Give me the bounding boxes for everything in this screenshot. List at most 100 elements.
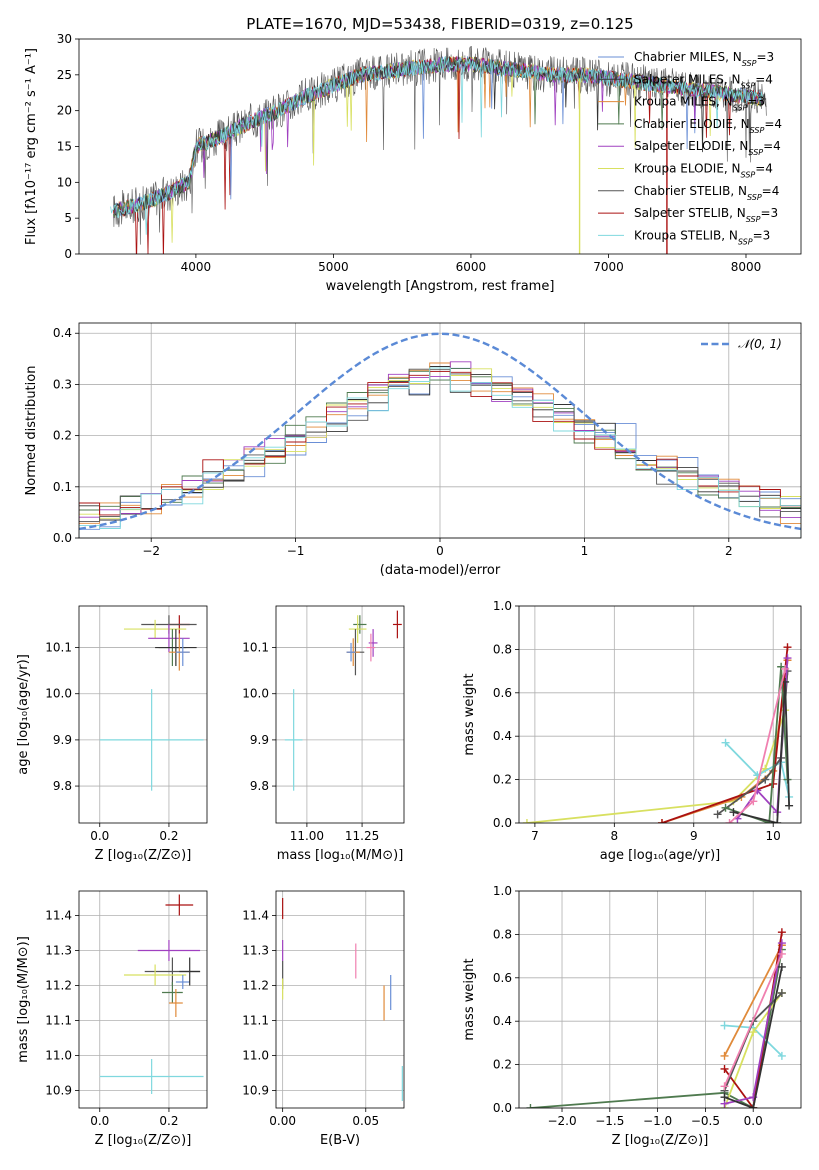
weight_vs_z-marker — [749, 1028, 758, 1037]
weight_vs_z-marker — [777, 949, 786, 958]
mass_vs_ebv-ytick-label: 11.3 — [242, 944, 269, 958]
age_vs_mass-frame — [275, 605, 405, 824]
spectrum-ytick-label: 0 — [64, 247, 72, 261]
weight_vs_z-marker — [777, 962, 786, 971]
residuals-ytick-label: 0.1 — [53, 480, 72, 494]
spectrum-plot-area — [110, 45, 767, 254]
weight_vs_age-ytick-label: 0.8 — [493, 642, 512, 656]
mass_vs_z-xtick-label: 0.2 — [159, 1114, 178, 1128]
age_vs_mass-ytick-label: 10.0 — [242, 687, 269, 701]
mass_vs_z-ylabel: mass [log₁₀(M/M⊙)] — [16, 936, 31, 1063]
weight_vs_z-ytick-label: 0.0 — [493, 1101, 512, 1115]
weight_vs_z-ytick-label: 0.2 — [493, 1058, 512, 1072]
weight_vs_z-marker — [720, 1082, 729, 1091]
mass_vs_ebv-xtick-label: 0.05 — [352, 1114, 379, 1128]
weight_vs_z-marker — [777, 988, 786, 997]
weight_vs_z-ytick-label: 0.4 — [493, 1014, 512, 1028]
mass_vs_ebv-ytick-label: 11.2 — [242, 979, 269, 993]
residuals-xlabel: (data-model)/error — [380, 563, 501, 578]
mass_vs_z-point-chabrier_miles — [175, 975, 190, 989]
legend-entry: Chabrier STELIB, NSSP=4 — [634, 184, 779, 202]
mass_vs_z-point-salpeter_stelib — [165, 894, 194, 916]
residuals-ytick-label: 0.4 — [53, 326, 72, 340]
weight_vs_age-marker — [783, 643, 792, 652]
spectrum-xtick-label: 4000 — [181, 260, 212, 274]
weight_vs_z-line-kroupa_miles — [723, 944, 783, 1057]
mass_vs_ebv-plot-area — [282, 898, 403, 1101]
mass_vs_z-point-kroupa_miles — [168, 989, 183, 1017]
age_vs_mass-xlabel: mass [log₁₀(M/M⊙)] — [277, 848, 404, 863]
weight_vs_age-ylabel: mass weight — [462, 673, 477, 755]
residuals-ytick-label: 0.0 — [53, 531, 72, 545]
mass_vs_z-xtick-label: 0.0 — [90, 1114, 109, 1128]
weight_vs_age-marker — [522, 819, 531, 823]
weight_vs_age-ytick-label: 0.6 — [493, 686, 512, 700]
gaussian-curve — [79, 332, 801, 531]
age_vs_z-point-kroupa_stelib — [99, 689, 204, 791]
residuals-xtick-label: −2 — [142, 544, 160, 558]
legend-entry: Chabrier ELODIE, NSSP=4 — [634, 117, 782, 134]
age_vs_z-ytick-label: 10.1 — [45, 641, 72, 655]
age_vs_mass-point-salpeter_elodie — [368, 629, 378, 657]
age_vs_z-ylabel: age [log₁₀(age/yr)] — [16, 654, 31, 775]
weight_vs_z-marker — [526, 1104, 535, 1108]
age_vs_z-point-salpeter_miles — [155, 629, 197, 667]
mass_vs_z-axes: 0.0 0.2 10.9 11.0 11.1 11.2 11.3 11.4 Z [log₁₀(Z… — [16, 890, 208, 1148]
weight_vs_age-xtick-label: 10 — [766, 829, 781, 843]
weight_vs_age-line-salpeter_miles — [733, 681, 790, 823]
age_vs_z-xtick-label: 0.0 — [90, 829, 109, 843]
mass_vs_z-point-kroupa_elodie — [123, 964, 187, 986]
residuals-xtick-label: 0 — [436, 544, 444, 558]
age_vs_mass-ytick-label: 9.8 — [250, 779, 269, 793]
age_vs_mass-ytick-label: 9.9 — [250, 733, 269, 747]
age_vs_z-ytick-label: 9.8 — [53, 779, 72, 793]
mass_vs_z-ytick-label: 11.0 — [45, 1049, 72, 1063]
weight_vs_age-marker — [783, 654, 792, 663]
weight_vs_z-xtick-label: −1.5 — [595, 1114, 624, 1128]
mass_vs_z-ytick-label: 11.1 — [45, 1014, 72, 1028]
legend-entry: Salpeter MILES, NSSP=4 — [634, 72, 773, 90]
weight_vs_age-marker — [725, 819, 734, 823]
weight_vs_z-xlabel: Z [log₁₀(Z/Z⊙)] — [612, 1133, 709, 1148]
mass_vs_z-frame — [78, 890, 208, 1109]
weight_vs_z-marker — [777, 939, 786, 948]
age_vs_mass-point-chabrier_elodie — [353, 615, 367, 634]
weight_vs_age-ytick-label: 0.0 — [493, 816, 512, 830]
spectrum-ytick-label: 20 — [57, 104, 72, 118]
age_vs_z-xlabel: Z [log₁₀(Z/Z⊙)] — [95, 848, 192, 863]
age_vs_mass-point-chabrier_miles — [346, 642, 356, 662]
spectrum-title: PLATE=1670, MJD=53438, FIBERID=0319, z=0… — [246, 15, 633, 33]
spectrum-ytick-label: 15 — [57, 140, 72, 154]
mass_vs_z-xlabel: Z [log₁₀(Z/Z⊙)] — [95, 1133, 192, 1148]
weight_vs_z-ytick-label: 0.6 — [493, 971, 512, 985]
weight_vs_z-marker — [720, 1093, 729, 1102]
weight_vs_z-line-pink — [723, 953, 783, 1087]
mass_vs_z-ytick-label: 11.2 — [45, 979, 72, 993]
spectrum-line-kroupa_stelib — [110, 56, 763, 235]
weight_vs_age-ytick-label: 1.0 — [493, 599, 512, 613]
weight_vs_age-axes: 7 8 9 10 0.0 0.2 0.4 0.6 0.8 1.0 age [log₁₀(age/yr… — [462, 599, 802, 863]
weight_vs_age-marker — [729, 808, 738, 817]
residual-histogram-salpeter_miles — [79, 366, 801, 538]
residual-histogram-chabrier_elodie — [79, 368, 801, 538]
age_vs_mass-point-kroupa_stelib — [284, 689, 303, 791]
weight_vs_z-ytick-label: 1.0 — [493, 884, 512, 898]
weight_vs_age-marker — [773, 819, 782, 823]
weight_vs_z-axes: −2.0 −1.5 −1.0 −0.5 0.0 0.0 0.2 0.4 0.6 0.8 1.0 Z [… — [462, 884, 802, 1148]
mass_vs_z-point-salpeter_elodie — [137, 940, 201, 961]
weight_vs_z-ylabel: mass weight — [462, 958, 477, 1040]
residuals-frame — [78, 322, 802, 539]
residuals-plot-area — [79, 332, 801, 538]
weight_vs_z-xtick-label: −1.0 — [643, 1114, 672, 1128]
age_vs_mass-axes: 11.00 11.25 9.8 9.9 10.0 10.1 mass [log₁₀(M/M⊙… — [242, 605, 405, 863]
age_vs_z-point-chabrier_miles — [175, 638, 190, 667]
weight_vs_z-marker — [777, 928, 786, 937]
legend-entry: Kroupa STELIB, NSSP=3 — [634, 228, 770, 246]
age_vs_z-axes: 0.0 0.2 9.8 9.9 10.0 10.1 Z [log₁₀(Z/Z⊙)] age [… — [16, 605, 208, 863]
spectrum-ytick-label: 25 — [57, 68, 72, 82]
mass_vs_ebv-axes: 0.00 0.05 10.9 11.0 11.1 11.2 11.3 11.4 E(B-V) — [242, 890, 405, 1148]
mass_vs_z-point-chabrier_elodie — [162, 982, 183, 1003]
age_vs_z-xtick-label: 0.2 — [159, 829, 178, 843]
mass_vs_ebv-frame — [275, 890, 405, 1109]
